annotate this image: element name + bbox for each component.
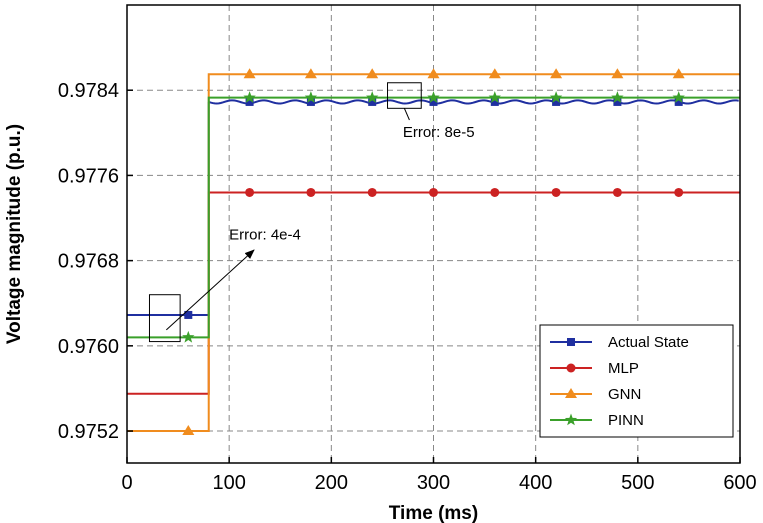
- marker-square: [613, 97, 622, 106]
- marker-triangle: [550, 68, 563, 79]
- x-axis-title: Time (ms): [389, 503, 478, 523]
- marker-square: [567, 338, 575, 346]
- legend-label: GNN: [608, 386, 641, 403]
- marker-triangle: [182, 425, 195, 436]
- marker-square: [674, 97, 683, 106]
- marker-triangle: [366, 68, 379, 79]
- x-tick-label: 200: [315, 472, 348, 494]
- marker-star: [488, 91, 501, 103]
- x-tick-label: 100: [212, 472, 245, 494]
- legend-label: Actual State: [608, 334, 689, 351]
- error-box-1: [148, 294, 181, 343]
- series-pinn: [127, 91, 740, 343]
- marker-star: [366, 91, 379, 103]
- error-arrow-1: [165, 249, 255, 331]
- marker-star: [549, 91, 563, 103]
- marker-star: [672, 91, 685, 103]
- marker-star: [243, 91, 256, 103]
- marker-triangle: [672, 68, 685, 79]
- x-tick-label: 500: [621, 472, 654, 494]
- error-label-1: Error: 4e-4: [229, 226, 301, 243]
- error-label-2: Error: 8e-5: [403, 124, 475, 141]
- annotation-layer: Error: 4e-4 Error: 8e-5: [148, 82, 475, 343]
- marker-circle: [306, 187, 316, 197]
- error-arrow-2: [403, 108, 410, 121]
- marker-star: [182, 330, 195, 343]
- legend-label: MLP: [608, 360, 639, 377]
- y-tick-label: 0.9768: [58, 251, 119, 273]
- series-actual-state: [127, 97, 739, 319]
- marker-star: [427, 91, 440, 103]
- marker-star: [611, 91, 624, 103]
- marker-circle: [674, 187, 684, 197]
- series-layer: [127, 68, 740, 436]
- marker-triangle: [565, 388, 577, 398]
- legend-item: MLP: [550, 360, 639, 377]
- series-line: [127, 99, 739, 316]
- marker-star: [304, 91, 318, 103]
- marker-circle: [429, 187, 438, 197]
- legend: Actual State MLP GNN PINN: [539, 324, 734, 438]
- marker-square: [184, 310, 193, 319]
- marker-triangle: [243, 68, 256, 79]
- legend-item: GNN: [550, 386, 641, 403]
- marker-circle: [367, 187, 377, 197]
- marker-square: [552, 97, 561, 106]
- y-tick-label: 0.9776: [58, 165, 119, 187]
- legend-label: PINN: [608, 412, 644, 429]
- marker-circle: [245, 187, 255, 197]
- marker-circle: [612, 187, 622, 197]
- series-line: [127, 96, 740, 339]
- marker-triangle: [611, 68, 624, 79]
- x-tick-label: 400: [519, 472, 552, 494]
- marker-square: [368, 97, 377, 106]
- x-tick-label: 600: [723, 472, 756, 494]
- legend-item: Actual State: [550, 334, 689, 351]
- marker-triangle: [488, 68, 501, 79]
- marker-square: [429, 97, 438, 106]
- legend-item: PINN: [550, 412, 644, 429]
- marker-triangle: [427, 68, 440, 79]
- marker-square: [490, 97, 499, 106]
- y-tick-label: 0.9752: [58, 421, 119, 443]
- marker-triangle: [304, 68, 317, 79]
- axes-layer: 0 100 200 300 400 500 600 0.9752 0.9760 0.9768 0.9…: [58, 4, 757, 494]
- marker-circle: [566, 363, 576, 373]
- marker-square: [245, 97, 254, 106]
- marker-circle: [490, 187, 500, 197]
- marker-square: [306, 97, 315, 106]
- y-tick-label: 0.9760: [58, 336, 119, 358]
- marker-circle: [551, 187, 561, 197]
- y-tick-label: 0.9784: [58, 80, 119, 102]
- x-tick-label: 0: [121, 472, 132, 494]
- x-tick-label: 300: [417, 472, 450, 494]
- y-axis-title: Voltage magnitude (p.u.): [4, 124, 25, 344]
- marker-star: [564, 413, 578, 426]
